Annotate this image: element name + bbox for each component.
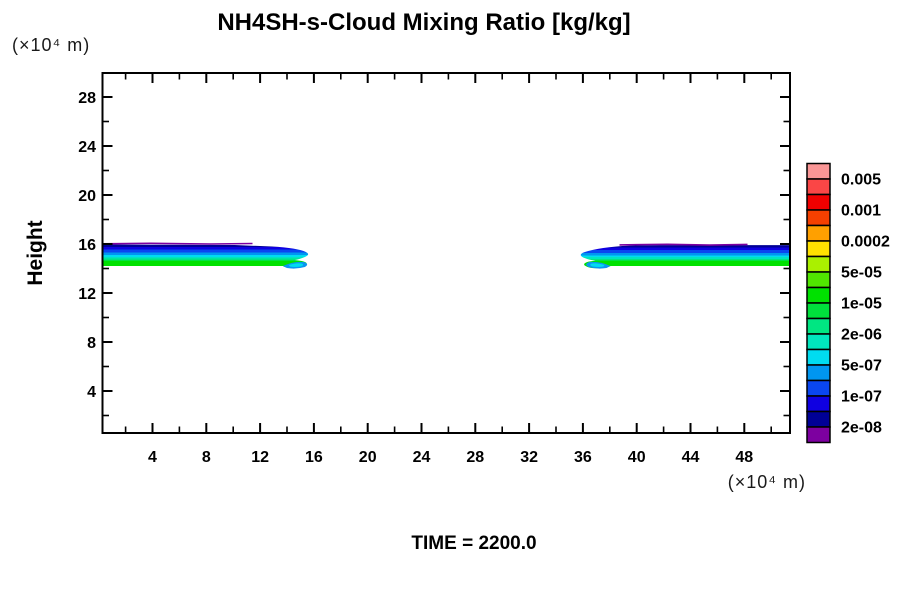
colorbar-label: 5e-05: [841, 265, 882, 282]
colorbar-label: 1e-07: [841, 389, 882, 406]
colorbar-box: [806, 224, 831, 242]
x-tick-label: 40: [628, 449, 646, 466]
x-tick-label: 16: [305, 449, 323, 466]
axis-ticks: [103, 74, 789, 432]
x-tick-label: 4: [148, 449, 157, 466]
colorbar: 0.005 0.001 0.0002 5e-05 1e-05 2e-06 5e-07 1e-0…: [806, 162, 890, 444]
y-tick-label: 24: [78, 139, 96, 156]
colorbar-box: [806, 209, 831, 227]
colorbar-box: [806, 193, 831, 211]
right-cloud-band: [580, 243, 790, 269]
plot-border: [101, 72, 791, 434]
cloud-band-body: [102, 244, 309, 269]
colorbar-box: [806, 240, 831, 258]
chart-title: NH4SH-s-Cloud Mixing Ratio [kg/kg]: [217, 9, 630, 36]
colorbar-label: 2e-06: [841, 327, 882, 344]
colorbar-box: [806, 302, 831, 320]
cloud-band-top-edge: [102, 242, 253, 245]
colorbar-box: [806, 162, 831, 180]
colorbar-box: [806, 348, 831, 366]
colorbar-label: 0.0002: [841, 234, 890, 251]
y-tick-label: 4: [87, 384, 96, 401]
x-tick-label: 44: [682, 449, 700, 466]
colorbar-label: 0.001: [841, 203, 881, 220]
x-tick-label: 20: [359, 449, 377, 466]
x-tick-label: 32: [520, 449, 538, 466]
colorbar-label: 1e-05: [841, 296, 882, 313]
colorbar-box: [806, 395, 831, 413]
cloud-band-hook-inner: [590, 263, 605, 268]
colorbar-box: [806, 271, 831, 289]
colorbar-box: [806, 364, 831, 382]
x-tick-label: 36: [574, 449, 592, 466]
cloud-band-hook-inner: [288, 263, 304, 268]
cloud-bands: [102, 242, 790, 269]
colorbar-box: [806, 379, 831, 397]
y-tick-label: 20: [78, 188, 96, 205]
colorbar-label: 5e-07: [841, 358, 882, 375]
y-tick-label: 28: [78, 90, 96, 107]
colorbar-label: 2e-08: [841, 420, 882, 437]
x-tick-label: 48: [735, 449, 753, 466]
colorbar-box: [806, 410, 831, 428]
y-tick-label: 12: [78, 286, 96, 303]
x-tick-label: 28: [466, 449, 484, 466]
x-tick-label: 24: [413, 449, 431, 466]
y-tick-label: 16: [78, 237, 96, 254]
y-axis-label: Height: [24, 220, 47, 285]
x-tick-label: 12: [251, 449, 269, 466]
colorbar-box: [806, 333, 831, 351]
left-cloud-band: [102, 242, 309, 269]
colorbar-label: 0.005: [841, 172, 881, 189]
colorbar-box: [806, 286, 831, 304]
colorbar-box: [806, 178, 831, 196]
time-label: TIME = 2200.0: [411, 533, 536, 554]
y-tick-label: 8: [87, 335, 96, 352]
y-axis-unit-label: (×10⁴ m): [12, 35, 90, 55]
cloud-band-top-edge: [619, 243, 748, 246]
colorbar-box: [806, 317, 831, 335]
plot-frame: [101, 72, 791, 434]
x-tick-label: 8: [202, 449, 211, 466]
colorbar-box: [806, 255, 831, 273]
cloud-band-body: [580, 245, 790, 269]
colorbar-box: [806, 426, 831, 444]
x-axis-unit-label: (×10⁴ m): [728, 472, 806, 492]
